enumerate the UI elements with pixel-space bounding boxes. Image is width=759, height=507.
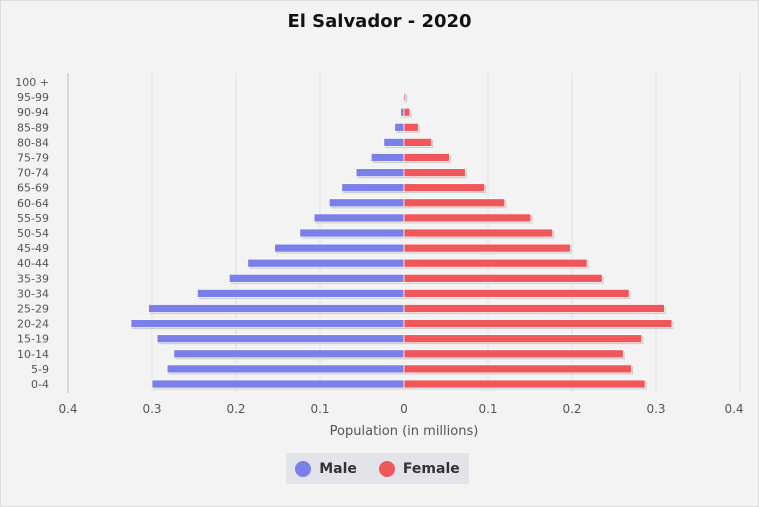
legend-item-female[interactable]: Female bbox=[378, 460, 460, 477]
x-axis-label: Population (in millions) bbox=[329, 424, 479, 439]
y-tick-label: 50-54 bbox=[17, 227, 49, 240]
x-tick-label: 0.3 bbox=[646, 402, 665, 416]
y-tick-label: 45-49 bbox=[17, 242, 49, 255]
x-tick-label: 0.4 bbox=[724, 402, 743, 416]
male-bar bbox=[173, 349, 405, 359]
y-tick-label: 20-24 bbox=[17, 318, 49, 331]
x-tick-label: 0.1 bbox=[478, 402, 497, 416]
x-tick-label: 0 bbox=[400, 402, 408, 416]
female-bar bbox=[403, 213, 532, 223]
y-tick-label: 35-39 bbox=[17, 272, 49, 285]
male-bar bbox=[166, 364, 405, 374]
female-bar bbox=[403, 138, 433, 147]
female-bar bbox=[403, 319, 673, 328]
male-bar bbox=[148, 304, 405, 313]
male-bar bbox=[130, 319, 405, 328]
legend-label-male: Male bbox=[319, 460, 357, 477]
y-tick-label: 75-79 bbox=[17, 152, 49, 165]
male-bar bbox=[247, 258, 405, 268]
x-tick-label: 0.4 bbox=[58, 402, 77, 416]
legend: Male Female bbox=[286, 453, 469, 484]
female-bar bbox=[403, 379, 646, 389]
male-bar bbox=[156, 334, 405, 344]
female-bar bbox=[403, 228, 554, 238]
y-tick-label: 10-14 bbox=[17, 348, 49, 361]
female-bar bbox=[403, 273, 603, 283]
plot-area: 0.4 0.3 0.2 0.1 0 0.1 0.2 0.3 0.4 100 + 95-99 90-94… bbox=[15, 73, 744, 416]
male-bar bbox=[394, 122, 405, 132]
female-bar bbox=[403, 107, 411, 117]
male-bar bbox=[151, 379, 405, 389]
male-bar bbox=[228, 273, 405, 283]
y-tick-label: 15-19 bbox=[17, 333, 49, 346]
female-bar bbox=[403, 258, 588, 268]
female-bar-shadow bbox=[405, 94, 408, 103]
x-tick-label: 0.2 bbox=[226, 402, 245, 416]
y-tick-label: 95-99 bbox=[17, 91, 49, 104]
y-tick-label: 80-84 bbox=[17, 136, 49, 149]
y-tick-label: 40-44 bbox=[17, 257, 49, 270]
female-bar bbox=[403, 304, 665, 313]
y-tick-label: 30-34 bbox=[17, 287, 49, 300]
male-bar bbox=[328, 198, 405, 208]
female-bar bbox=[403, 349, 624, 359]
male-bar bbox=[370, 153, 405, 162]
x-tick-label: 0.1 bbox=[310, 402, 329, 416]
female-bar bbox=[403, 92, 407, 102]
y-tick-label: 65-69 bbox=[17, 182, 49, 195]
y-tick-label: 100 + bbox=[15, 76, 49, 89]
female-bar bbox=[403, 198, 506, 208]
chart-title: El Salvador - 2020 bbox=[287, 11, 472, 32]
female-bar bbox=[403, 168, 466, 177]
y-tick-label: 60-64 bbox=[17, 197, 49, 210]
legend-label-female: Female bbox=[402, 460, 460, 477]
male-bar bbox=[274, 243, 405, 253]
female-bar bbox=[403, 243, 571, 253]
male-legend-marker bbox=[295, 460, 312, 477]
male-bar bbox=[197, 289, 405, 298]
female-legend-marker bbox=[378, 460, 395, 477]
female-bar bbox=[403, 183, 485, 193]
male-bar bbox=[341, 183, 405, 193]
y-tick-label: 25-29 bbox=[17, 303, 49, 316]
y-tick-label: 90-94 bbox=[17, 106, 49, 119]
female-bar bbox=[403, 334, 643, 344]
male-bar bbox=[355, 168, 405, 177]
y-tick-label: 70-74 bbox=[17, 167, 49, 180]
female-bar bbox=[403, 153, 450, 162]
x-tick-label: 0.3 bbox=[142, 402, 161, 416]
y-tick-label: 5-9 bbox=[31, 363, 49, 376]
female-bar bbox=[403, 364, 632, 374]
y-tick-label: 55-59 bbox=[17, 212, 49, 225]
legend-item-male[interactable]: Male bbox=[295, 460, 357, 477]
male-bar bbox=[400, 107, 405, 117]
female-bar bbox=[403, 122, 419, 132]
y-tick-label: 85-89 bbox=[17, 121, 49, 134]
y-tick-label: 0-4 bbox=[31, 378, 49, 391]
x-tick-label: 0.2 bbox=[562, 402, 581, 416]
male-bar bbox=[383, 138, 405, 147]
male-bar bbox=[299, 228, 405, 238]
female-bar bbox=[403, 289, 630, 298]
male-bar bbox=[313, 213, 405, 223]
